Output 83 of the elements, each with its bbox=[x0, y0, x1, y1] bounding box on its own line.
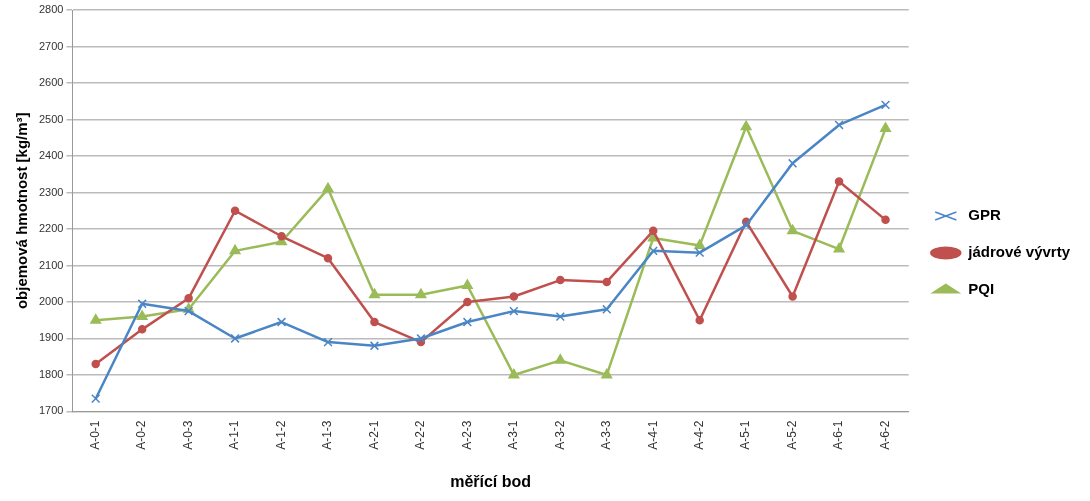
x-tick-label: A-3-3 bbox=[599, 420, 614, 450]
point bbox=[462, 317, 473, 327]
point bbox=[136, 310, 148, 321]
point bbox=[648, 246, 658, 256]
point bbox=[694, 239, 706, 249]
point bbox=[322, 182, 334, 193]
y-tick-label: 2100 bbox=[38, 258, 64, 271]
point bbox=[741, 220, 751, 230]
point bbox=[695, 315, 704, 325]
point bbox=[602, 277, 612, 287]
x-axis-title: měřící bod bbox=[450, 472, 532, 490]
y-tick-label: 1700 bbox=[38, 404, 64, 417]
point bbox=[880, 100, 891, 110]
point bbox=[229, 244, 241, 255]
x-tick-label: A-3-2 bbox=[552, 420, 567, 450]
y-tick-label: 2600 bbox=[38, 76, 64, 89]
point bbox=[601, 368, 613, 379]
point bbox=[415, 288, 427, 299]
x-tick-label: A-6-1 bbox=[831, 420, 846, 450]
y-tick-label: 2300 bbox=[38, 185, 64, 198]
y-tick-label: 2000 bbox=[38, 295, 64, 307]
point bbox=[368, 288, 380, 299]
point bbox=[277, 232, 286, 241]
x-tick-label: A-2-2 bbox=[413, 420, 428, 450]
point bbox=[137, 299, 147, 309]
y-tick-label: 2400 bbox=[38, 149, 64, 162]
point bbox=[833, 242, 845, 253]
x-tick-label: A-4-2 bbox=[692, 420, 707, 450]
point bbox=[554, 354, 566, 364]
point bbox=[230, 333, 240, 344]
point bbox=[787, 224, 799, 235]
point bbox=[416, 333, 426, 344]
point bbox=[230, 206, 240, 215]
x-tick-label: A-1-3 bbox=[320, 420, 335, 450]
point bbox=[834, 177, 844, 186]
point bbox=[880, 122, 892, 133]
legend-label: jádrové vývrty bbox=[967, 243, 1071, 261]
y-tick-label: 2200 bbox=[38, 222, 64, 235]
point bbox=[509, 306, 519, 316]
x-tick-label: A-1-1 bbox=[227, 420, 242, 450]
point bbox=[370, 317, 379, 327]
point bbox=[509, 292, 519, 301]
point bbox=[90, 313, 102, 324]
point bbox=[91, 359, 100, 369]
point bbox=[137, 325, 147, 334]
point bbox=[276, 317, 287, 327]
x-tick-label: A-6-2 bbox=[877, 420, 892, 450]
point bbox=[648, 226, 658, 236]
y-tick-label: 1900 bbox=[38, 331, 64, 344]
x-tick-label: A-4-1 bbox=[645, 420, 660, 450]
point bbox=[787, 158, 798, 168]
point bbox=[834, 120, 844, 130]
x-tick-label: A-2-3 bbox=[459, 420, 474, 450]
y-tick-label: 2800 bbox=[38, 3, 64, 16]
y-tick-label: 1800 bbox=[38, 367, 64, 380]
y-axis-title: objemová hmotnost [kg/m³] bbox=[13, 112, 31, 310]
legend-label: PQI bbox=[968, 280, 995, 298]
point bbox=[556, 275, 565, 285]
point bbox=[323, 253, 333, 263]
x-tick-label: A-1-2 bbox=[273, 420, 288, 450]
point bbox=[555, 311, 565, 322]
y-tick-label: 2500 bbox=[38, 112, 64, 125]
point bbox=[463, 297, 472, 307]
x-tick-label: A-5-2 bbox=[784, 420, 799, 450]
point bbox=[695, 248, 705, 258]
point bbox=[369, 341, 380, 351]
x-tick-label: A-2-1 bbox=[366, 420, 381, 450]
point bbox=[323, 337, 333, 347]
x-tick-label: A-5-1 bbox=[738, 420, 753, 450]
y-tick-label: 2700 bbox=[38, 39, 64, 52]
x-tick-label: A-0-1 bbox=[88, 420, 103, 450]
point bbox=[881, 215, 890, 225]
point bbox=[184, 294, 193, 303]
x-tick-label: A-3-1 bbox=[506, 420, 521, 450]
point bbox=[508, 368, 520, 379]
point bbox=[91, 394, 101, 404]
point bbox=[461, 279, 473, 290]
x-tick-label: A-0-2 bbox=[134, 420, 149, 450]
x-tick-label: A-0-3 bbox=[180, 420, 195, 450]
point bbox=[740, 120, 752, 131]
legend-label: GPR bbox=[968, 206, 1001, 224]
point bbox=[602, 304, 612, 314]
point bbox=[788, 292, 797, 301]
